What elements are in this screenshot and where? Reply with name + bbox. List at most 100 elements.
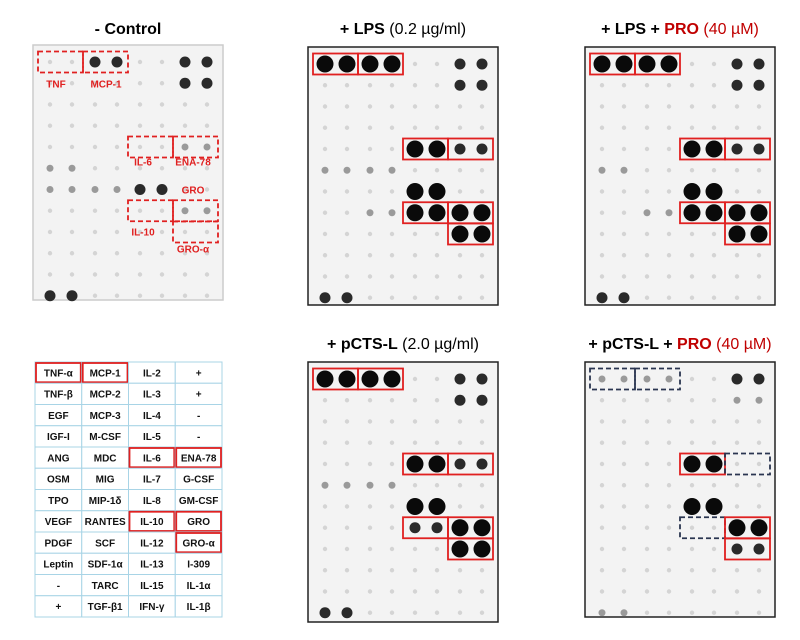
table-text: IL-10 <box>140 517 164 528</box>
spot <box>479 483 485 488</box>
spot <box>367 398 373 403</box>
spot <box>728 225 746 243</box>
highlight-box <box>634 367 681 391</box>
spot <box>756 589 762 594</box>
spot <box>92 272 98 277</box>
cell-highlight <box>35 362 82 384</box>
highlight-box <box>447 137 494 161</box>
spot <box>367 83 373 88</box>
spot <box>412 168 418 173</box>
spot <box>344 589 350 594</box>
spot <box>711 440 717 445</box>
spot <box>367 461 373 467</box>
spot <box>756 125 762 130</box>
spot <box>666 504 672 509</box>
highlight-box <box>357 52 404 76</box>
spot <box>689 274 695 279</box>
spot <box>204 102 210 107</box>
spot <box>159 293 165 298</box>
spot <box>621 83 627 88</box>
highlight-box <box>127 135 174 159</box>
spot <box>599 210 605 215</box>
spot <box>406 498 424 515</box>
spot <box>159 272 165 277</box>
spot <box>182 123 188 128</box>
spot <box>599 104 605 109</box>
spot <box>644 483 650 488</box>
spot <box>479 568 485 573</box>
table-text: + <box>196 390 202 401</box>
spot <box>321 166 329 174</box>
spot <box>644 546 650 552</box>
spot <box>412 419 418 424</box>
spot <box>479 274 485 279</box>
spot <box>621 440 627 445</box>
spot <box>322 125 328 130</box>
spot <box>734 483 740 488</box>
spot <box>666 104 672 109</box>
table-text: MIG <box>96 475 115 486</box>
spot <box>665 375 673 383</box>
spot <box>114 123 120 128</box>
spot <box>159 123 165 128</box>
spot <box>389 461 395 467</box>
spot <box>204 229 210 235</box>
spot <box>451 519 469 537</box>
spot <box>728 519 746 537</box>
spot <box>69 251 75 256</box>
spot <box>454 394 466 406</box>
highlight-box <box>724 222 771 246</box>
spot <box>159 102 165 107</box>
spot <box>599 419 605 424</box>
spot <box>644 461 650 467</box>
spot <box>683 498 701 515</box>
spot <box>734 461 740 467</box>
spot <box>689 253 695 258</box>
spot <box>338 370 356 388</box>
spot <box>705 140 723 158</box>
spot <box>389 568 395 573</box>
spot <box>322 274 328 279</box>
spot <box>46 164 54 172</box>
spot <box>644 504 650 509</box>
spot <box>383 370 401 388</box>
spot <box>366 209 374 217</box>
spot <box>204 293 210 298</box>
spot-label: IL-10 <box>131 228 155 239</box>
spot <box>621 274 627 279</box>
spot <box>389 253 395 258</box>
spot <box>92 144 98 150</box>
highlight-box <box>724 452 771 476</box>
spot <box>159 59 165 65</box>
blot-panel <box>584 361 776 618</box>
spot <box>451 540 469 558</box>
spot <box>434 610 440 615</box>
spot <box>711 83 717 88</box>
spot <box>734 274 740 279</box>
spot <box>644 274 650 279</box>
blot-panel <box>307 361 499 623</box>
spot <box>412 568 418 573</box>
table-text: TNF-β <box>44 390 73 401</box>
spot <box>734 610 740 615</box>
spot <box>159 251 165 256</box>
spot <box>47 251 53 256</box>
table-text: - <box>57 581 60 592</box>
spot <box>344 231 350 237</box>
spot <box>457 610 463 615</box>
spot <box>598 375 606 383</box>
spot <box>666 125 672 130</box>
spot <box>599 125 605 130</box>
blot-panel <box>32 44 224 301</box>
spot <box>367 440 373 445</box>
spot <box>409 522 421 534</box>
spot <box>756 189 762 194</box>
spot <box>711 610 717 615</box>
spot <box>389 274 395 279</box>
spot <box>599 525 605 530</box>
panel-title: + LPS + PRO (40 µM) <box>601 21 759 38</box>
table-text: GRO-α <box>182 538 215 549</box>
spot <box>479 253 485 258</box>
table-cell <box>174 595 223 618</box>
spot <box>479 295 485 300</box>
